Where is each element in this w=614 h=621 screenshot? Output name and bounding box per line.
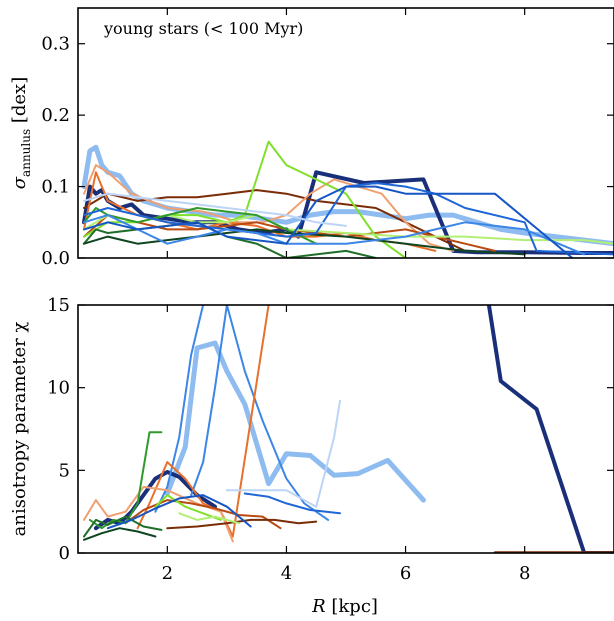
bottom-xlabel-var: R <box>311 596 326 617</box>
bottom-series-group <box>83 305 614 553</box>
top-ylabel-unit: [dex] <box>9 77 30 129</box>
bottom-ytick-label: 5 <box>59 460 70 481</box>
top-ylabel-symbol: σ <box>9 176 30 189</box>
bottom-series-line-7 <box>83 485 234 543</box>
top-panel-frame <box>77 7 614 259</box>
top-ytick-label: 0.1 <box>41 177 70 198</box>
bottom-xtick-label: 4 <box>281 563 292 584</box>
bottom-series-line-8 <box>124 499 282 530</box>
bottom-panel: 0 5 10 15 2 4 6 8 anisotropy parameter χ R [kpc… <box>9 295 614 617</box>
top-series-line-12 <box>83 182 614 256</box>
bottom-xtick-label: 8 <box>519 563 530 584</box>
top-series-line-9 <box>83 207 318 245</box>
top-panel: 0.0 0.1 0.2 0.3 young stars (< 100 Myr) σan… <box>9 7 614 269</box>
top-series-group <box>81 140 614 258</box>
top-series-line-3 <box>83 189 467 252</box>
bottom-ticks: 0 5 10 15 2 4 6 8 <box>47 295 614 584</box>
bottom-series-line-12 <box>178 512 240 525</box>
bottom-series-line-4 <box>154 305 205 513</box>
top-ytick-label: 0.3 <box>41 34 70 55</box>
bottom-panel-frame <box>77 304 614 554</box>
top-series-line-15 <box>83 192 347 227</box>
bottom-series-line-11 <box>154 494 222 521</box>
top-series-line-4 <box>83 164 455 252</box>
bottom-series-line-6 <box>136 305 270 538</box>
bottom-xlabel: R [kpc] <box>311 596 378 617</box>
top-series-line-13 <box>83 214 586 256</box>
bottom-series-line-9 <box>166 518 318 530</box>
bottom-ylabel: anisotropy parameter χ <box>9 322 30 537</box>
bottom-xtick-label: 6 <box>400 563 411 584</box>
bottom-series-line-15 <box>106 494 252 530</box>
top-ylabel-subscript: annulus <box>19 129 33 177</box>
bottom-series-line-16 <box>225 399 341 508</box>
top-ticks: 0.0 0.1 0.2 0.3 <box>41 8 614 269</box>
top-ytick-label: 0.2 <box>41 105 70 126</box>
bottom-series-line-10 <box>88 431 163 530</box>
top-annotation: young stars (< 100 Myr) <box>103 19 303 38</box>
bottom-series-line-1 <box>164 340 426 503</box>
top-series-line-14 <box>83 185 574 258</box>
bottom-series-line-3 <box>486 305 614 553</box>
bottom-ytick-label: 10 <box>47 378 70 399</box>
bottom-series-line-13 <box>83 515 163 538</box>
bottom-series-line-14 <box>83 527 157 541</box>
bottom-xtick-label: 2 <box>162 563 173 584</box>
bottom-ytick-label: 15 <box>47 295 70 316</box>
top-ylabel: σannulus [dex] <box>9 77 33 189</box>
bottom-series-line-17 <box>243 492 341 515</box>
bottom-ytick-label: 0 <box>59 543 70 564</box>
bottom-xlabel-unit: [kpc] <box>326 596 378 617</box>
top-ytick-label: 0.0 <box>41 248 70 269</box>
bottom-series-line-5 <box>190 305 330 521</box>
